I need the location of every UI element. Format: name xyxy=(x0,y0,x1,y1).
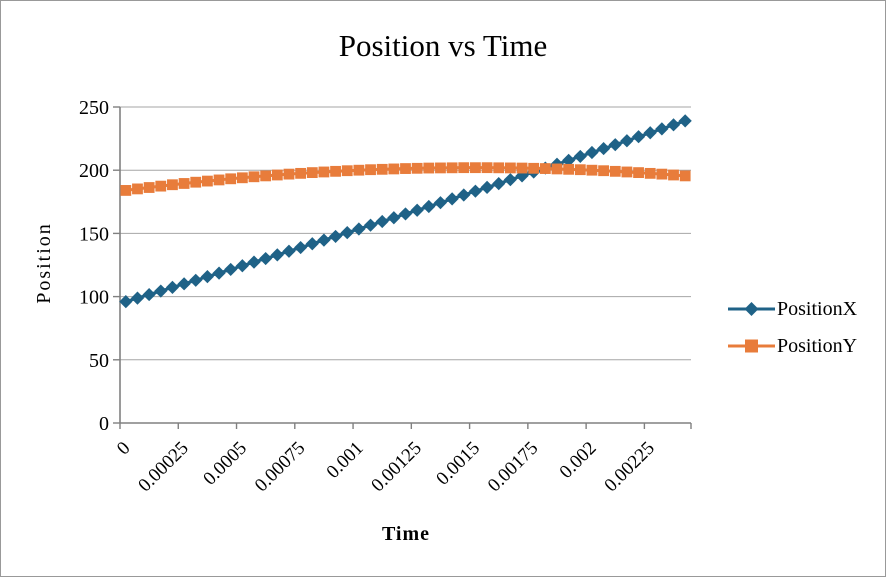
x-tick-label: 0.001 xyxy=(323,438,368,483)
y-tick-label: 100 xyxy=(79,287,109,309)
legend-item-positionx[interactable]: PositionX xyxy=(728,298,857,320)
y-tick-label: 250 xyxy=(79,97,109,119)
x-axis-ticks: 0 0.00025 0.0005 0.00075 0.001 0.00125 0.0015 0… xyxy=(113,423,692,497)
legend-item-positiony[interactable]: PositionY xyxy=(728,335,857,357)
legend-label-positiony: PositionY xyxy=(777,334,858,357)
series-positionx[interactable] xyxy=(119,114,692,309)
legend-label-positionx: PositionX xyxy=(777,297,858,320)
legend: PositionX PositionY xyxy=(728,298,857,372)
x-tick-label: 0.0005 xyxy=(199,438,251,490)
x-tick-label: 0.00175 xyxy=(484,438,543,497)
x-tick-label: 0.00225 xyxy=(600,438,659,497)
x-tick-label: 0.00025 xyxy=(134,438,193,497)
diamond-marker-icon xyxy=(728,302,775,316)
y-tick-label: 50 xyxy=(89,350,109,372)
x-axis-title: Time xyxy=(381,523,431,545)
series-positiony[interactable] xyxy=(120,162,691,196)
x-tick-label: 0 xyxy=(113,438,135,460)
x-tick-label: 0.00125 xyxy=(367,438,426,497)
y-tick-label: 150 xyxy=(79,223,109,245)
y-tick-label: 0 xyxy=(99,413,109,435)
y-tick-label: 200 xyxy=(79,160,109,182)
x-tick-label: 0.002 xyxy=(556,438,601,483)
square-marker-icon xyxy=(728,339,775,353)
y-axis-ticks: 0 50 100 150 200 250 xyxy=(79,97,120,435)
x-tick-label: 0.00075 xyxy=(251,438,310,497)
x-tick-label: 0.0015 xyxy=(432,438,484,490)
axes xyxy=(119,107,691,424)
chart-title: Position vs Time xyxy=(338,28,548,63)
